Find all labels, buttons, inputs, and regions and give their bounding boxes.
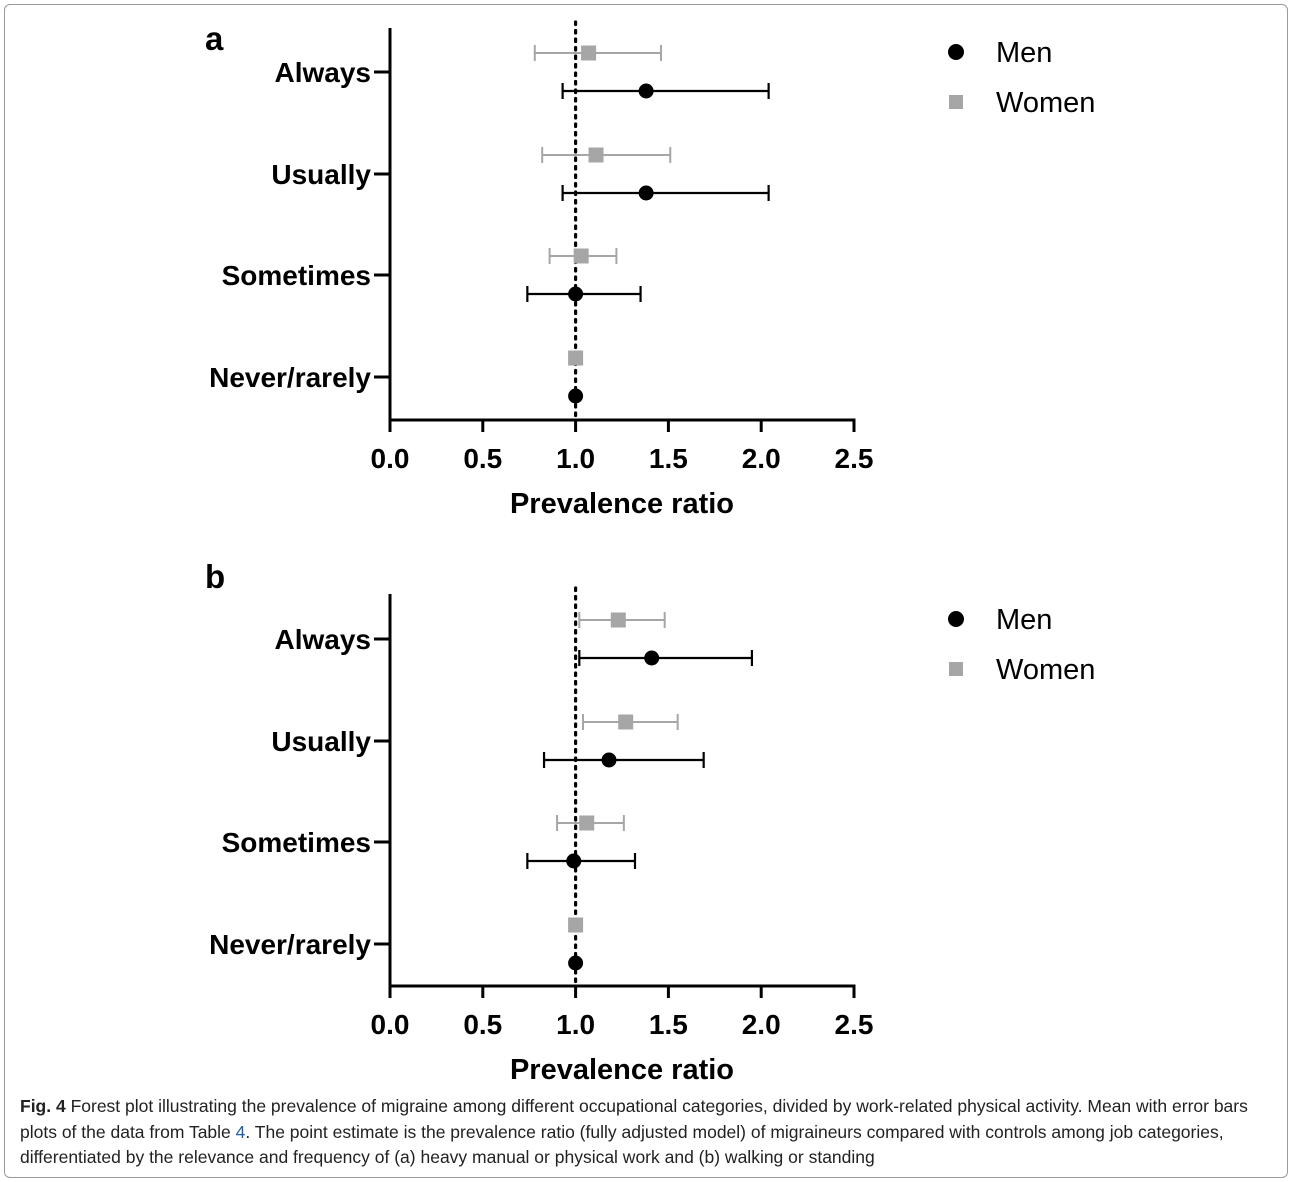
panel-b-legend-marker-men bbox=[948, 611, 964, 627]
panel-a-men-point bbox=[638, 83, 654, 99]
panel-a-category-label: Sometimes bbox=[222, 260, 371, 291]
forest-plot-figure: a 0.0 0.5 1.0 1.5 2.0 2.5 Always Usually Sometime… bbox=[205, 20, 1095, 1086]
panel-a-women-point bbox=[581, 45, 597, 61]
panel-b-men-point bbox=[568, 955, 584, 971]
figure-caption: Fig. 4 Forest plot illustrating the prev… bbox=[20, 1094, 1270, 1171]
panel-a-x-tick-label: 2.0 bbox=[742, 443, 781, 474]
panel-b-x-tick-label: 2.5 bbox=[835, 1009, 874, 1040]
panel-a-legend-label-women: Women bbox=[996, 87, 1095, 119]
panel-a-category-label: Usually bbox=[271, 159, 371, 190]
panel-b-letter: b bbox=[205, 558, 225, 595]
panel-a-women-point bbox=[588, 147, 604, 163]
panel-a-letter: a bbox=[205, 20, 224, 57]
panel-a-x-tick-label: 2.5 bbox=[835, 443, 874, 474]
panel-b-men-point bbox=[601, 752, 617, 768]
panel-b-category-label: Never/rarely bbox=[209, 929, 371, 960]
panel-a-category-label: Always bbox=[275, 57, 372, 88]
panel-a-x-tick-label: 1.0 bbox=[556, 443, 595, 474]
panel-b-men-point bbox=[566, 853, 582, 869]
panel-a-men-point bbox=[638, 185, 654, 201]
panel-b-legend-marker-women bbox=[949, 662, 963, 676]
panel-a-x-tick-label: 0.5 bbox=[463, 443, 502, 474]
panel-a-legend-label-men: Men bbox=[996, 37, 1052, 69]
panel-a-legend-marker-women bbox=[949, 95, 963, 109]
panel-b-x-tick-label: 0.0 bbox=[371, 1009, 410, 1040]
panel-a-x-tick-label: 0.0 bbox=[371, 443, 410, 474]
panel-a-legend-marker-men bbox=[948, 44, 964, 60]
panel-b-x-axis-title: Prevalence ratio bbox=[510, 1054, 734, 1086]
panel-a-x-axis-title: Prevalence ratio bbox=[510, 488, 734, 520]
panel-b-x-tick-label: 2.0 bbox=[742, 1009, 781, 1040]
panel-b-category-label: Always bbox=[275, 624, 372, 655]
panel-a-men-point bbox=[568, 286, 584, 302]
panel-b-x-tick-label: 0.5 bbox=[463, 1009, 502, 1040]
panel-b-category-label: Sometimes bbox=[222, 827, 371, 858]
panel-b-men-point bbox=[644, 650, 660, 666]
panel-b-legend-label-men: Men bbox=[996, 604, 1052, 636]
caption-text-2: . The point estimate is the prevalence r… bbox=[20, 1121, 1224, 1168]
caption-label: Fig. 4 bbox=[20, 1096, 66, 1116]
caption-text-1: Forest plot illustrating the prevalence … bbox=[20, 1096, 1248, 1142]
panel-b-x-tick-label: 1.5 bbox=[649, 1009, 688, 1040]
table-reference-link[interactable]: 4 bbox=[235, 1121, 246, 1142]
figure-frame bbox=[4, 4, 1288, 1178]
panel-b-women-point bbox=[579, 815, 595, 831]
panel-b-category-label: Usually bbox=[271, 726, 371, 757]
panel-b-women-point bbox=[568, 917, 584, 933]
panel-a-men-point bbox=[568, 388, 584, 404]
panel-a-category-label: Never/rarely bbox=[209, 362, 371, 393]
panel-a-women-point bbox=[568, 350, 584, 366]
panel-b-legend-label-women: Women bbox=[996, 654, 1095, 686]
panel-a-women-point bbox=[573, 248, 589, 264]
panel-b-women-point bbox=[610, 612, 626, 628]
panel-b-x-tick-label: 1.0 bbox=[556, 1009, 595, 1040]
panel-a-x-tick-label: 1.5 bbox=[649, 443, 688, 474]
panel-b-women-point bbox=[618, 714, 634, 730]
